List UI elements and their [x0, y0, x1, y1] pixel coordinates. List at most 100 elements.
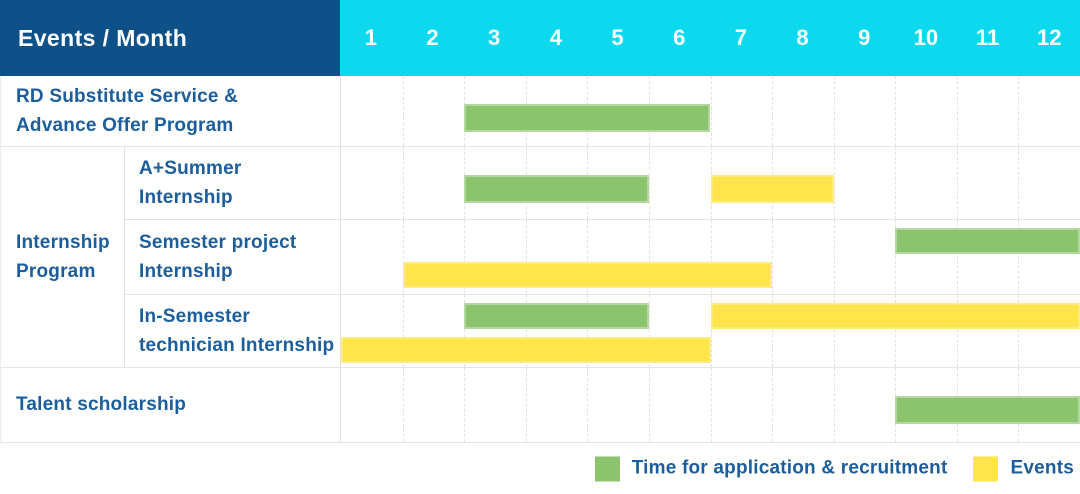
month-gridline [525, 295, 527, 367]
month-header: 1 2 3 4 5 6 7 8 9 10 11 12 [340, 0, 1080, 76]
month-label: 11 [975, 25, 1000, 50]
month-label: 12 [1036, 25, 1062, 50]
footer: Time for application & recruitment Events [0, 443, 1080, 494]
legend-label: Events [1010, 457, 1074, 479]
chart-cell [341, 220, 1080, 294]
gantt-row [341, 368, 1080, 442]
month-label: 1 [364, 25, 377, 50]
month-gridline [833, 147, 835, 219]
month-gridline [895, 147, 897, 219]
month-gridline [956, 76, 958, 146]
page-title: Events / Month [18, 24, 188, 51]
month-label: 6 [673, 25, 686, 50]
table-body: RD Substitute Service & Advance Offer Pr… [0, 76, 1080, 443]
month-gridline [525, 368, 527, 442]
month-gridline [648, 368, 650, 442]
row-sublabel-text: In-Semester technician Internship [139, 305, 335, 356]
row-sublabel-text: Semester project Internship [139, 231, 297, 282]
gantt-row: A+Summer Internship [125, 147, 1080, 219]
month-gridline [895, 76, 897, 146]
month-gridline [956, 147, 958, 219]
row-sublabel-text: A+Summer Internship [139, 157, 242, 208]
gantt-row: Semester project Internship [125, 219, 1080, 294]
row-sublabel: In-Semester technician Internship [125, 295, 341, 367]
gantt-bar-green [464, 175, 649, 203]
month-gridline [710, 295, 712, 367]
month-gridline [525, 220, 527, 294]
gantt-bar-yellow [710, 303, 1080, 329]
gantt-bar-green [895, 396, 1080, 424]
month-label: 5 [611, 25, 624, 50]
gantt-bar-green [464, 303, 649, 329]
month-gridline [833, 76, 835, 146]
gantt-bar-green [464, 104, 711, 132]
row-group-label: Internship Program [1, 147, 125, 367]
legend-swatch-yellow [973, 456, 999, 481]
month-gridline [648, 295, 650, 367]
month-gridline [587, 295, 589, 367]
month-gridline [772, 220, 774, 294]
month-gridline [402, 295, 404, 367]
row-group-label-text: Talent scholarship [16, 394, 187, 416]
month-gridline [402, 76, 404, 146]
legend-swatch-green [594, 456, 620, 481]
legend-item: Time for application & recruitment [594, 456, 948, 481]
month-gridline [648, 147, 650, 219]
month-label: 10 [913, 25, 939, 50]
month-gridline [1018, 76, 1020, 146]
month-label: 7 [734, 25, 747, 50]
month-gridline [895, 220, 897, 294]
gantt-bar-yellow [710, 175, 834, 203]
month-gridline [772, 295, 774, 367]
row-sublabel: Semester project Internship [125, 220, 341, 294]
month-gridline [956, 295, 958, 367]
row-group-label: Talent scholarship [1, 368, 341, 442]
month-gridline [710, 368, 712, 442]
month-gridline [464, 368, 466, 442]
chart-cell [341, 295, 1080, 367]
month-gridline [772, 76, 774, 146]
gantt-bar-green [895, 228, 1080, 254]
chart-cell [341, 76, 1080, 146]
row-sublabel: A+Summer Internship [125, 147, 341, 219]
month-gridline [833, 220, 835, 294]
row-group-label: RD Substitute Service & Advance Offer Pr… [1, 76, 341, 146]
month-gridline [710, 76, 712, 146]
row-group-label-text: RD Substitute Service & Advance Offer Pr… [16, 85, 239, 136]
month-gridline [648, 220, 650, 294]
legend-item: Events [973, 456, 1074, 481]
section: Internship Program A+Summer Internship Sem… [1, 147, 1080, 368]
header-row: Events / Month 1 2 3 4 5 6 7 8 9 10 11 12 [0, 0, 1080, 76]
month-gridline [402, 147, 404, 219]
month-gridline [772, 368, 774, 442]
month-gridline [895, 295, 897, 367]
month-gridline [464, 220, 466, 294]
month-label: 8 [796, 25, 809, 50]
month-gridline [587, 220, 589, 294]
gantt-row [341, 76, 1080, 146]
month-gridline [833, 368, 835, 442]
month-gridline [1018, 295, 1020, 367]
month-gridline [833, 295, 835, 367]
month-gridline [1018, 220, 1020, 294]
gantt-bar-yellow [341, 337, 711, 363]
row-group-label-text: Internship Program [16, 231, 110, 282]
month-label: 9 [858, 25, 871, 50]
section: RD Substitute Service & Advance Offer Pr… [1, 76, 1080, 147]
month-gridline [402, 368, 404, 442]
chart-cell [341, 368, 1080, 442]
month-gridline [402, 220, 404, 294]
gantt-bar-yellow [402, 262, 773, 288]
month-label: 2 [426, 25, 439, 50]
month-label: 3 [488, 25, 501, 50]
month-gridline [587, 368, 589, 442]
gantt-row: In-Semester technician Internship [125, 294, 1080, 367]
month-gridline [710, 220, 712, 294]
chart-cell [341, 147, 1080, 219]
month-gridline [956, 220, 958, 294]
section: Talent scholarship [1, 368, 1080, 443]
month-label: 4 [549, 25, 562, 50]
legend: Time for application & recruitment Events [594, 456, 1074, 481]
month-gridline [464, 295, 466, 367]
